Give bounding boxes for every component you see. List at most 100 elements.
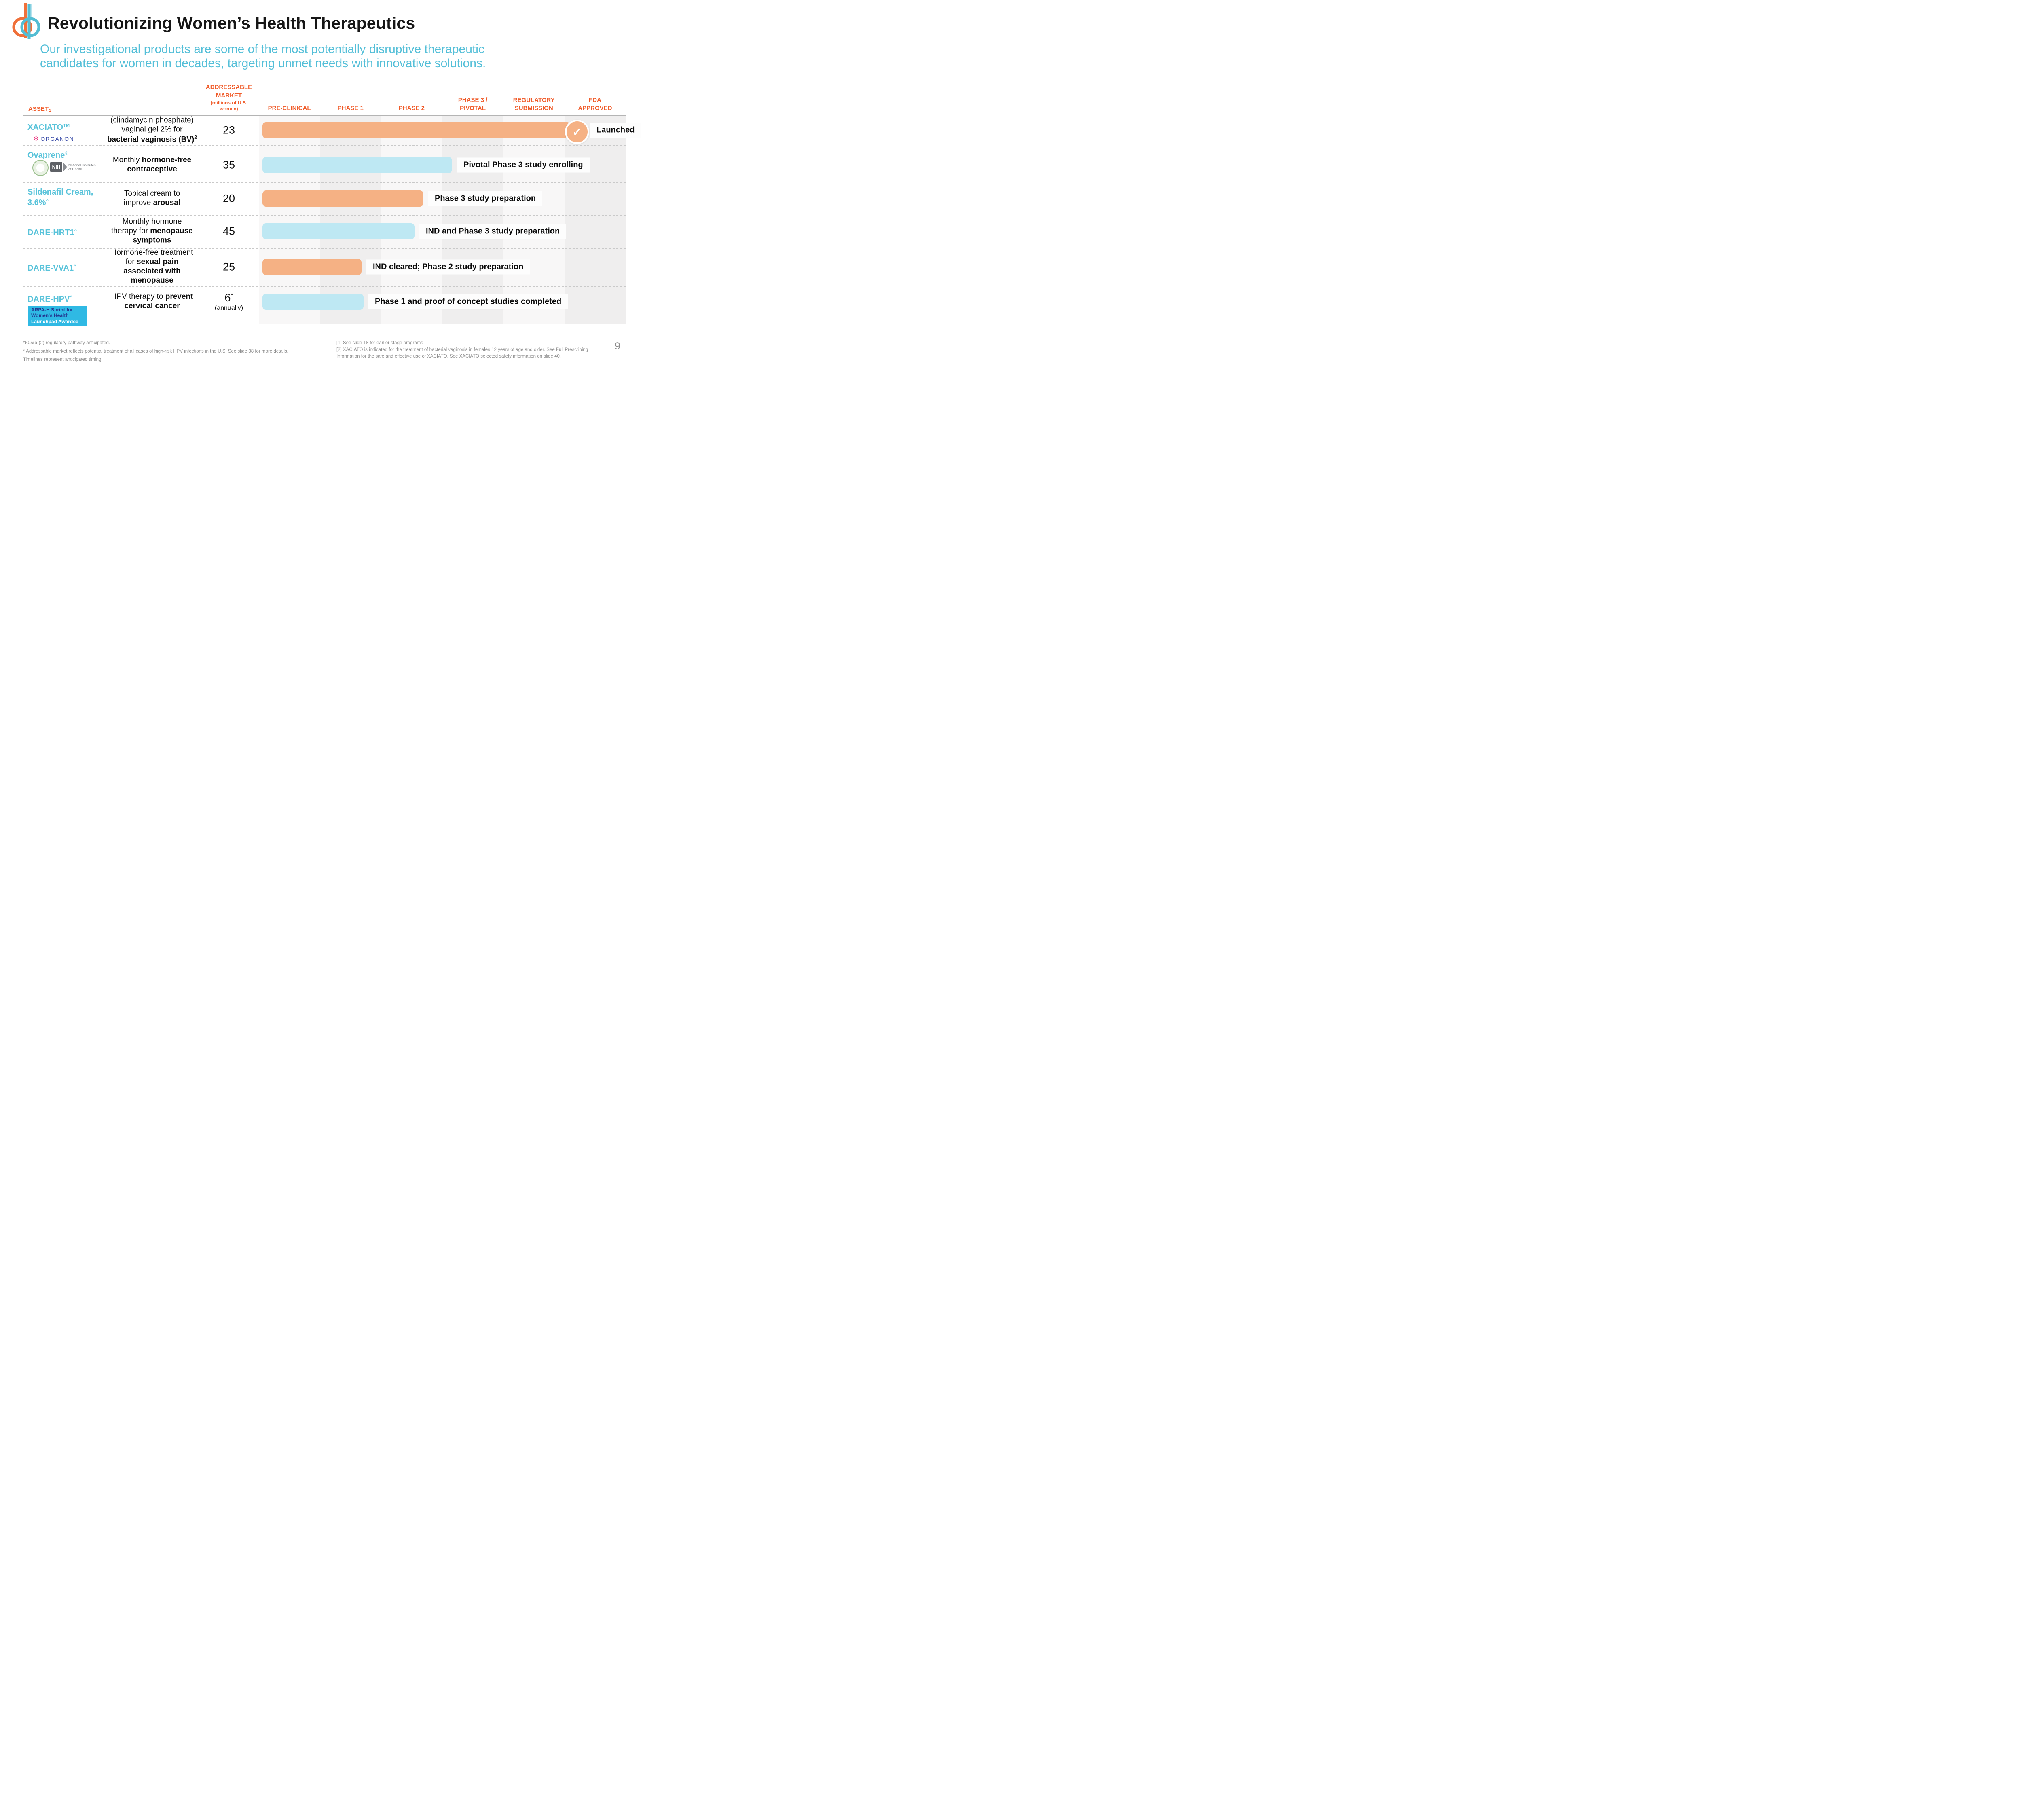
progress-bar xyxy=(262,157,452,173)
pipeline-row: Sildenafil Cream, 3.6%^ Topical cream to im… xyxy=(0,182,647,215)
progress-bar xyxy=(262,190,423,207)
addressable-market-value: 45 xyxy=(197,225,261,238)
market-number: 20 xyxy=(222,192,235,205)
market-header-subline: women) xyxy=(220,106,238,112)
column-header: PHASE 3 /PIVOTAL xyxy=(442,91,503,112)
status-label: Phase 3 study preparation xyxy=(428,191,543,206)
addressable-market-value: 6* (annually) xyxy=(197,292,261,312)
logo-teal-stem xyxy=(27,4,31,39)
nih-chevron-icon xyxy=(63,162,67,172)
asset-description-line: HPV therapy to prevent xyxy=(111,292,193,301)
market-column-header: ADDRESSABLE MARKET (millions of U.S. wom… xyxy=(197,77,261,112)
nih-box: NIH xyxy=(50,162,62,172)
asset-name-line: Ovaprene® xyxy=(27,151,68,160)
column-header: PRE-CLINICAL xyxy=(259,91,320,112)
row-separator xyxy=(23,145,626,146)
slide: Revolutionizing Women’s Health Therapeut… xyxy=(0,0,647,364)
column-header-line: PHASE 1 xyxy=(337,104,364,112)
market-header-line: MARKET xyxy=(216,92,242,99)
market-number: 25 xyxy=(222,260,235,273)
column-band xyxy=(259,116,320,324)
market-number: 45 xyxy=(222,225,235,237)
logo-lightteal-stem xyxy=(30,4,32,20)
arpa-h-badge-line: ARPA-H Sprint for xyxy=(31,307,73,313)
asset-description-line: vaginal gel 2% for xyxy=(121,125,183,134)
asset-description-line: Monthly hormone xyxy=(122,217,182,226)
asset-description-line: for sexual pain xyxy=(125,258,179,267)
footnotes-right: [1] See slide 18 for earlier stage progr… xyxy=(336,340,608,360)
addressable-market-value: 23 xyxy=(197,124,261,137)
column-header-line: PIVOTAL xyxy=(460,104,486,112)
column-header-line: REGULATORY xyxy=(513,96,555,104)
asset-description-line: associated with xyxy=(123,267,181,275)
footnote-line: [1] See slide 18 for earlier stage progr… xyxy=(336,341,423,345)
progress-bar xyxy=(262,294,364,310)
column-header-line: SUBMISSION xyxy=(514,104,553,112)
arpa-h-badge-line: Women's Health xyxy=(31,313,69,319)
column-header: REGULATORY SUBMISSION xyxy=(503,91,565,112)
asset-name-line: DARE-VVA1^ xyxy=(27,264,76,273)
status-label: IND and Phase 3 study preparation xyxy=(419,224,567,239)
asset-description-line: Hormone-free treatment xyxy=(111,248,193,257)
subtitle-line: Our investigational products are some of… xyxy=(40,42,484,56)
column-band xyxy=(381,116,443,324)
column-band xyxy=(442,116,504,324)
column-header: PHASE 1 xyxy=(320,91,381,112)
logo-orange-ring xyxy=(12,17,32,37)
asset-description-line: (clindamycin phosphate) xyxy=(110,116,194,125)
column-header: PHASE 2 xyxy=(381,91,442,112)
row-separator xyxy=(23,215,626,216)
addressable-market-value: 25 xyxy=(197,261,261,273)
pipeline-row: DARE-HRT1^ Monthly hormone therapy for men… xyxy=(0,215,647,248)
asset-description: Monthly hormone-free contraceptive xyxy=(92,156,212,174)
column-header-line: PRE-CLINICAL xyxy=(268,104,311,112)
column-header-line: PHASE 3 / xyxy=(458,96,488,104)
asset-column-header: ASSET 1 xyxy=(28,97,51,112)
market-number: 6* xyxy=(224,292,233,304)
pipeline-row: Ovaprene® NIH National Institutes of Health… xyxy=(0,145,647,182)
nih-logo: NIH National Institutes of Health xyxy=(50,162,96,172)
column-band xyxy=(320,116,381,324)
asset-header-text: ASSET xyxy=(28,106,49,112)
asset-description-line: cervical cancer xyxy=(124,302,180,310)
organon-wordmark: ORGANON xyxy=(40,135,74,142)
asset-description-line: contraceptive xyxy=(127,165,177,174)
asset-description-line: menopause xyxy=(131,276,173,285)
organon-logo: ✻ ORGANON xyxy=(33,135,74,142)
slide-subtitle: Our investigational products are some of… xyxy=(40,42,574,70)
arpa-h-badge-line: Launchpad Awardee xyxy=(31,318,78,324)
arpa-h-badge: ARPA-H Sprint for Women's Health Launchpad… xyxy=(28,306,87,326)
column-band xyxy=(503,116,565,324)
asset-description-line: Monthly hormone-free xyxy=(112,156,192,165)
asset-description-line: improve arousal xyxy=(123,199,181,207)
asset-description: Monthly hormone therapy for menopause symp… xyxy=(92,218,212,245)
pipeline-row: XACIATOTM ✻ ORGANON (clindamycin phosphate)… xyxy=(0,116,647,145)
market-annual-note: (annually) xyxy=(214,305,243,311)
row-separator xyxy=(23,248,626,249)
asset-description-line: Topical cream to xyxy=(124,189,180,198)
footnote-line: ^505(b)(2) regulatory pathway anticipate… xyxy=(23,341,110,345)
asset-name: Sildenafil Cream, 3.6%^ xyxy=(27,187,93,208)
row-separator xyxy=(23,286,626,287)
asset-name-line: XACIATOTM xyxy=(27,123,70,132)
market-number: 35 xyxy=(222,159,235,171)
status-label: Launched xyxy=(590,123,641,138)
asset-name-line: 3.6%^ xyxy=(27,198,49,207)
footnote-line: [2] XACIATO is indicated for the treatme… xyxy=(336,347,588,359)
slide-title: Revolutionizing Women’s Health Therapeut… xyxy=(48,14,415,32)
asset-name: Ovaprene® xyxy=(27,150,68,161)
asset-description-line: therapy for menopause xyxy=(111,226,193,235)
progress-bar xyxy=(262,259,362,275)
column-header: FDA APPROVED xyxy=(565,91,626,112)
footnote-line: * Addressable market reflects potential … xyxy=(23,349,288,354)
market-number: 23 xyxy=(222,124,235,136)
addressable-market-value: 35 xyxy=(197,159,261,171)
pipeline-row: DARE-HPV^ ARPA-H Sprint for Women's Health… xyxy=(0,286,647,326)
asset-description: (clindamycin phosphate) vaginal gel 2% fo… xyxy=(92,116,212,144)
addressable-market-value: 20 xyxy=(197,193,261,205)
nih-text: National Institutes of Health xyxy=(68,163,96,171)
asset-description: Hormone-free treatment for sexual pain ass… xyxy=(92,248,212,286)
progress-bar xyxy=(262,122,571,138)
header-underline xyxy=(23,115,626,116)
asset-name: XACIATOTM xyxy=(27,122,70,133)
